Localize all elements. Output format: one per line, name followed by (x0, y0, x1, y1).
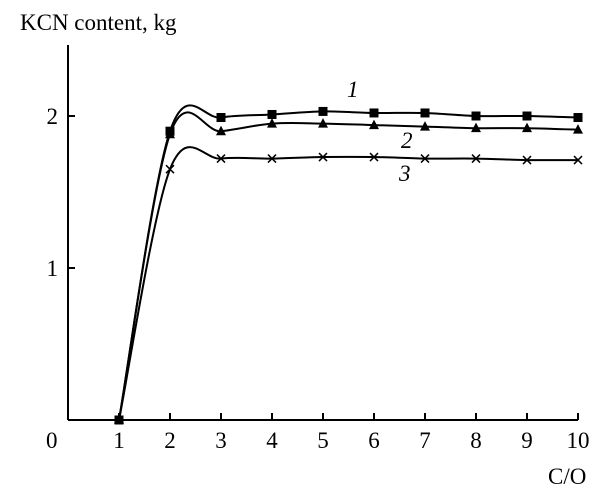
series-3-point-2 (165, 164, 175, 174)
markers (114, 106, 583, 425)
series-3-point-9 (522, 155, 532, 165)
series-2-point-10 (573, 124, 583, 134)
y-tick-label-1: 1 (47, 256, 59, 281)
series-3-point-7 (420, 154, 430, 164)
series-3-point-6 (369, 152, 379, 162)
series-2-point-4 (267, 118, 277, 128)
series-2-line (118, 111, 579, 421)
series-3-label: 3 (398, 161, 411, 186)
series-1-point-9 (522, 111, 532, 121)
x-tick-label-4: 4 (266, 428, 278, 453)
series-1-point-8 (471, 111, 481, 121)
x-tick-label-10: 10 (567, 428, 590, 453)
y-tick-label-2: 2 (47, 104, 59, 129)
series-3-point-4 (267, 154, 277, 164)
axes (67, 45, 578, 421)
series-3-point-5 (318, 152, 328, 162)
x-tick-label-1: 1 (113, 428, 125, 453)
series-1-point-6 (369, 108, 379, 118)
x-tick-label-9: 9 (521, 428, 533, 453)
series-2-point-5 (318, 118, 328, 128)
x-tick-label-6: 6 (368, 428, 380, 453)
series-2-point-9 (522, 122, 532, 133)
x-tick-label-5: 5 (317, 428, 329, 453)
ticks: 1 2 3 4 5 6 7 8 9 10 1 2 (47, 104, 590, 453)
series-3-point-10 (573, 155, 583, 165)
x-tick-label-2: 2 (164, 428, 176, 453)
series-1-point-7 (420, 108, 430, 118)
series-2-point-7 (420, 121, 430, 131)
series-1-point-5 (318, 106, 328, 116)
series-1-point-4 (267, 109, 277, 119)
series-1-point-10 (573, 113, 583, 123)
series-2-point-6 (369, 119, 379, 130)
series-3-point-3 (216, 154, 226, 164)
series-2-point-8 (471, 122, 481, 133)
series-2-label: 2 (401, 128, 413, 153)
x-axis-title: C/O (548, 464, 586, 489)
x-tick-label-8: 8 (470, 428, 482, 453)
series-2-point-3 (216, 125, 226, 136)
series-3-point-1 (114, 415, 124, 425)
series-3-point-8 (471, 154, 481, 164)
series-1-point-3 (216, 113, 226, 123)
series-1-label: 1 (347, 77, 359, 102)
curves (118, 104, 579, 421)
origin-label: 0 (46, 428, 58, 453)
series-3-line (118, 146, 579, 421)
series-1-line (118, 104, 579, 421)
series-2-point-2 (165, 128, 175, 139)
y-axis-title: KCN content, kg (20, 10, 177, 35)
x-tick-label-7: 7 (419, 428, 431, 453)
x-tick-label-3: 3 (215, 428, 227, 453)
